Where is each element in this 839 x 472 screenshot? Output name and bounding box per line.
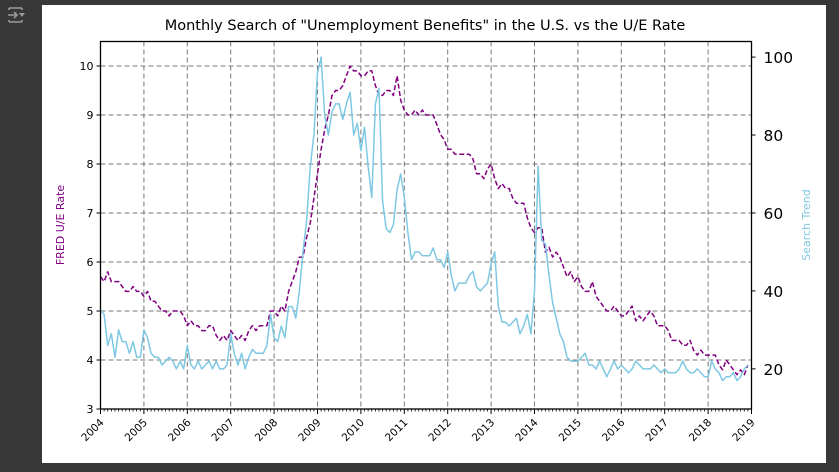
y-axis-right: 20 40 60 80 100 [751,49,794,379]
series-layer [99,56,749,382]
x-axis: 2004 2005 2006 2007 2008 2009 2010 2011 2012 2013… [79,409,758,444]
y-tick-label-right: 40 [764,283,784,301]
x-tick-label: 2014 [513,416,541,444]
x-tick-label: 2017 [643,417,670,444]
series-line-search-trend [99,56,749,382]
x-tick-label: 2007 [209,417,236,444]
x-tick-label: 2016 [600,416,628,444]
x-tick-label: 2009 [296,417,323,444]
y-tick-label-right: 20 [764,361,784,379]
sidebar [0,0,42,472]
x-tick-label: 2010 [340,417,367,444]
y-tick-label-right: 60 [764,205,784,223]
series-line-ue-rate [99,65,749,376]
y-tick-label-left: 8 [87,158,94,171]
output-toggle-icon[interactable] [6,6,28,24]
chart-title: Monthly Search of "Unemployment Benefits… [165,18,686,34]
y-tick-label-left: 6 [87,256,94,269]
x-tick-label: 2018 [687,417,714,444]
y-tick-label-left: 9 [87,109,94,122]
x-tick-label: 2006 [166,416,194,444]
y-tick-label-right: 100 [764,49,794,67]
y-tick-label-left: 4 [87,354,94,367]
x-tick-label: 2004 [79,416,107,444]
x-tick-label: 2015 [557,417,584,444]
grid [100,41,752,409]
plot-frame [99,40,753,410]
y-axis-label-left: FRED U/E Rate [54,185,67,266]
y-tick-label-left: 10 [80,60,94,73]
y-axis-left: 3 4 5 6 7 8 9 10 [80,60,101,416]
x-tick-label: 2013 [470,417,497,444]
y-tick-label-right: 80 [764,127,784,145]
y-tick-label-left: 5 [87,305,94,318]
y-tick-label-left: 7 [87,207,94,220]
x-tick-label: 2012 [426,417,453,444]
x-tick-label: 2005 [123,417,150,444]
y-tick-label-left: 3 [87,403,94,416]
x-tick-label: 2008 [253,417,280,444]
x-tick-label: 2011 [383,417,410,444]
y-axis-label-right: Search Trend [800,189,813,260]
chart-panel [42,5,826,463]
x-tick-label: 2019 [730,417,757,444]
